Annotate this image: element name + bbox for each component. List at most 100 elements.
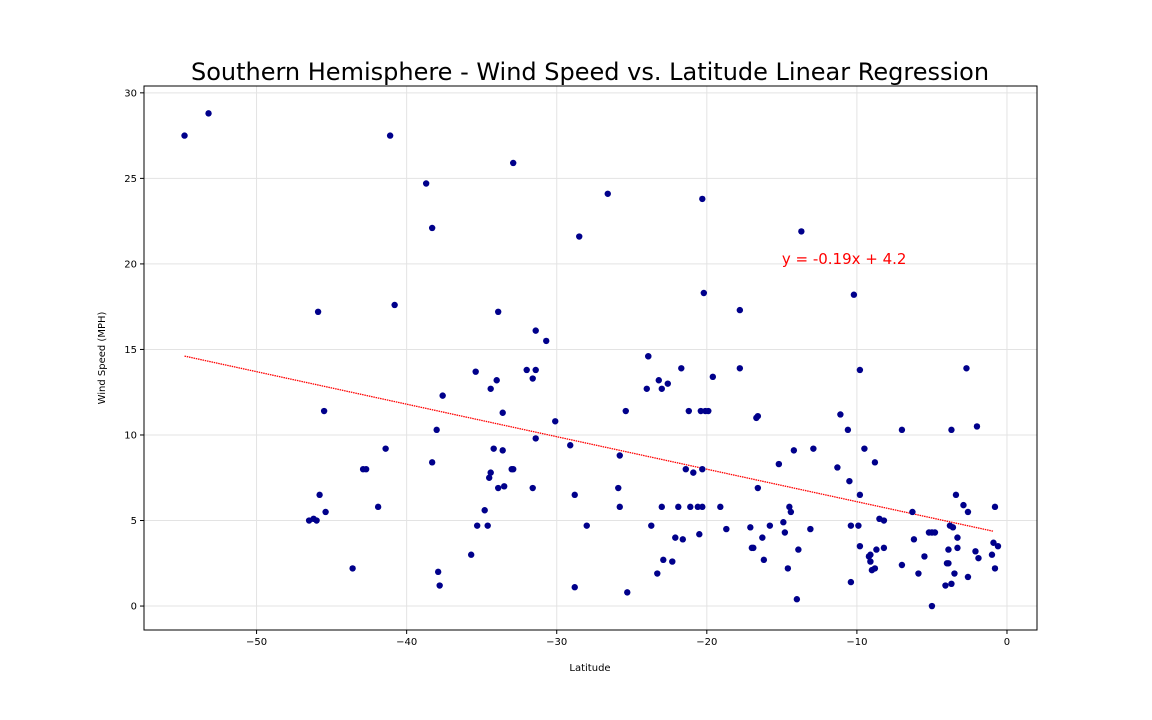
data-point <box>760 556 768 564</box>
data-point <box>532 327 539 334</box>
data-point <box>786 503 793 511</box>
data-point <box>583 522 590 529</box>
x-axis-label: Latitude <box>569 663 610 674</box>
data-point <box>481 507 488 514</box>
data-point <box>948 580 955 588</box>
data-point <box>682 465 690 473</box>
data-point <box>529 375 536 382</box>
data-point <box>931 529 939 536</box>
x-tick-label: −10 <box>846 637 867 648</box>
data-point <box>793 596 801 603</box>
data-point <box>499 409 506 416</box>
data-point <box>571 491 578 499</box>
data-point <box>700 289 708 297</box>
data-point <box>501 483 508 490</box>
data-point <box>898 426 906 434</box>
data-point <box>658 385 665 392</box>
data-point <box>736 306 744 314</box>
data-point <box>759 534 766 541</box>
data-point <box>988 551 996 558</box>
data-point <box>780 519 787 526</box>
data-point <box>990 539 997 546</box>
data-point <box>717 503 724 511</box>
data-point <box>624 589 631 596</box>
data-point <box>494 484 502 492</box>
data-point <box>856 366 864 374</box>
data-point <box>349 565 356 572</box>
data-point <box>436 582 443 589</box>
x-tick-label: −40 <box>396 637 417 648</box>
data-point <box>660 556 667 564</box>
data-point <box>374 503 382 511</box>
data-point <box>314 308 322 316</box>
data-point <box>532 366 539 374</box>
data-point <box>523 366 530 374</box>
data-point <box>844 426 852 434</box>
data-point <box>991 565 999 572</box>
data-point <box>664 380 671 387</box>
data-point <box>643 385 650 392</box>
data-point <box>699 195 706 203</box>
data-point <box>963 365 970 372</box>
data-points <box>181 110 1002 610</box>
data-point <box>871 459 879 466</box>
data-point <box>948 426 955 434</box>
y-tick-label: 30 <box>124 88 137 99</box>
plot-area-frame <box>143 85 1038 631</box>
data-point <box>855 522 862 529</box>
data-point <box>490 445 497 452</box>
data-point <box>576 233 583 240</box>
data-point <box>678 365 685 372</box>
data-point <box>880 517 888 524</box>
data-point <box>973 423 981 430</box>
data-point <box>898 561 906 569</box>
data-point <box>472 368 479 375</box>
data-point <box>921 553 928 560</box>
data-point <box>616 452 623 459</box>
data-point <box>781 529 789 536</box>
data-point <box>942 582 949 589</box>
data-point <box>181 132 188 139</box>
data-point <box>510 465 517 473</box>
data-point <box>493 377 500 384</box>
data-point <box>510 159 517 167</box>
y-tick-label: 15 <box>124 345 137 356</box>
data-point <box>433 426 440 434</box>
data-point <box>705 407 712 415</box>
data-point <box>723 525 730 533</box>
data-point <box>861 445 868 452</box>
data-point <box>382 445 389 452</box>
data-point <box>795 546 802 553</box>
data-point <box>487 385 494 392</box>
data-point <box>422 180 430 187</box>
data-point <box>386 132 394 139</box>
data-point <box>362 465 370 473</box>
x-tick-label: −20 <box>696 637 717 648</box>
y-axis-label: Wind Speed (MPH) <box>97 311 108 404</box>
data-point <box>754 484 762 492</box>
data-point <box>313 517 320 524</box>
x-tick-label: −30 <box>546 637 567 648</box>
data-point <box>873 546 880 553</box>
data-point <box>675 503 682 511</box>
data-point <box>645 353 652 360</box>
data-point <box>655 377 662 384</box>
data-point <box>428 459 436 466</box>
data-point <box>972 548 979 555</box>
grid-lines <box>144 86 1037 630</box>
data-point <box>867 558 874 565</box>
data-point <box>316 491 323 499</box>
data-point <box>473 522 481 529</box>
data-point <box>915 570 922 577</box>
data-point <box>928 602 936 610</box>
data-point <box>552 418 559 425</box>
data-point <box>798 228 805 235</box>
data-point <box>856 491 864 499</box>
data-point <box>834 464 841 471</box>
data-point <box>690 469 697 476</box>
data-point <box>954 534 961 541</box>
data-point <box>837 411 844 418</box>
data-point <box>790 447 798 454</box>
data-point <box>871 565 879 572</box>
